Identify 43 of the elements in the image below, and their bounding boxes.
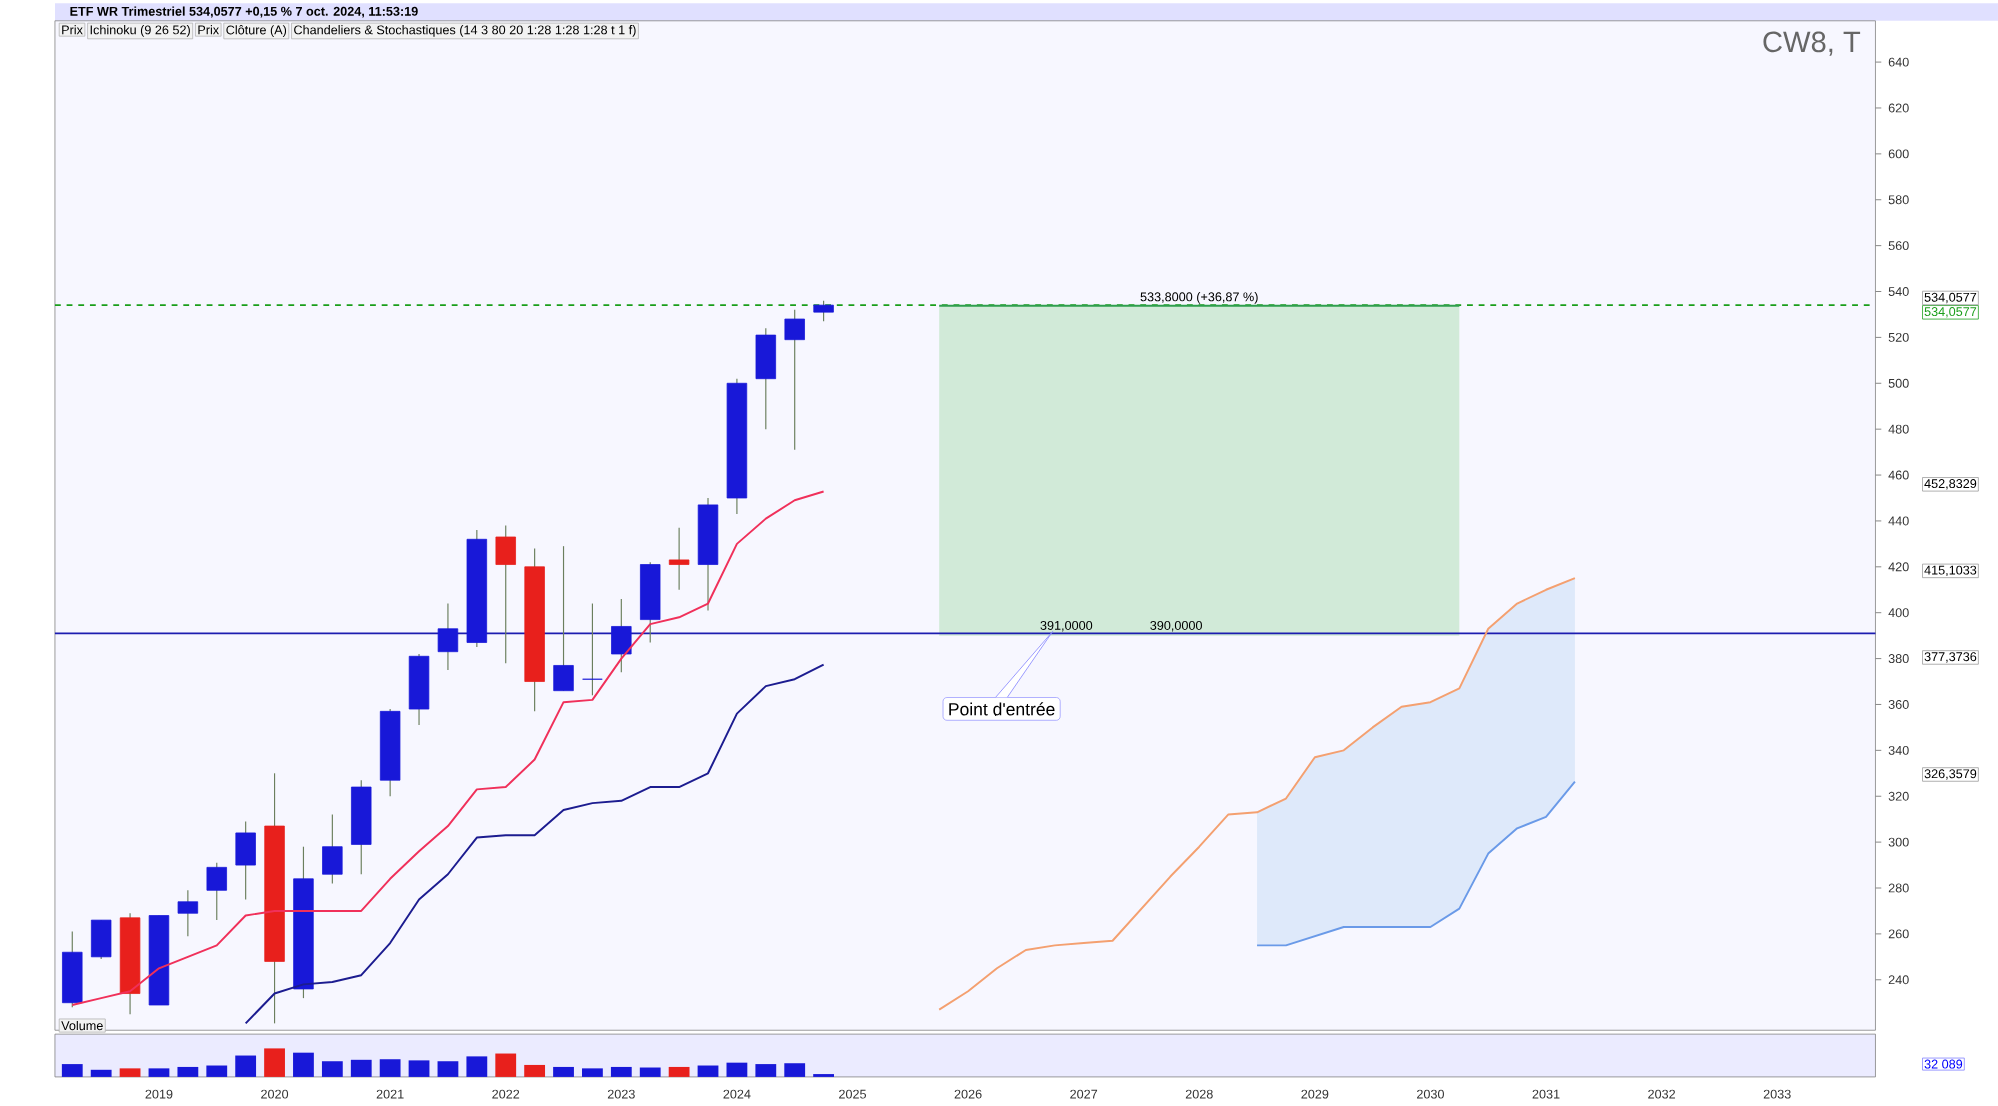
candlestick [90, 920, 112, 961]
candlestick [813, 300, 834, 323]
bar [784, 1063, 806, 1078]
bar [235, 1056, 257, 1078]
candlestick [235, 821, 256, 901]
chart-subtitle: CW8, T [1763, 32, 1861, 57]
bar [119, 1068, 141, 1078]
bar [726, 1063, 748, 1078]
bar [350, 1060, 372, 1078]
bar [697, 1065, 719, 1078]
bar [321, 1061, 343, 1078]
bar [610, 1067, 632, 1078]
candlestick [322, 814, 343, 885]
bar [668, 1067, 690, 1078]
bar [264, 1048, 285, 1078]
bar [90, 1070, 112, 1078]
candlestick [177, 890, 199, 938]
candlestick [755, 328, 777, 431]
bar [206, 1065, 228, 1078]
bar [466, 1056, 488, 1078]
bar [437, 1061, 459, 1078]
bar [379, 1059, 401, 1078]
bar [495, 1054, 517, 1078]
bar [639, 1067, 661, 1078]
annotation: Point d'entrée [949, 702, 1055, 716]
candlestick [668, 527, 690, 591]
candlestick [784, 309, 805, 451]
bar [148, 1068, 170, 1078]
bar [553, 1067, 574, 1078]
line-series [244, 664, 825, 1025]
candlestick [206, 862, 227, 922]
bar [293, 1053, 314, 1078]
bar [755, 1064, 777, 1078]
bar [582, 1068, 603, 1078]
bar [61, 1064, 83, 1078]
candlestick [582, 603, 603, 697]
candlestick [495, 525, 516, 665]
bar [408, 1060, 430, 1078]
bar [524, 1065, 546, 1078]
candlestick [553, 546, 574, 692]
bar [177, 1067, 199, 1078]
candlestick [437, 603, 459, 672]
candlestick [611, 598, 632, 674]
